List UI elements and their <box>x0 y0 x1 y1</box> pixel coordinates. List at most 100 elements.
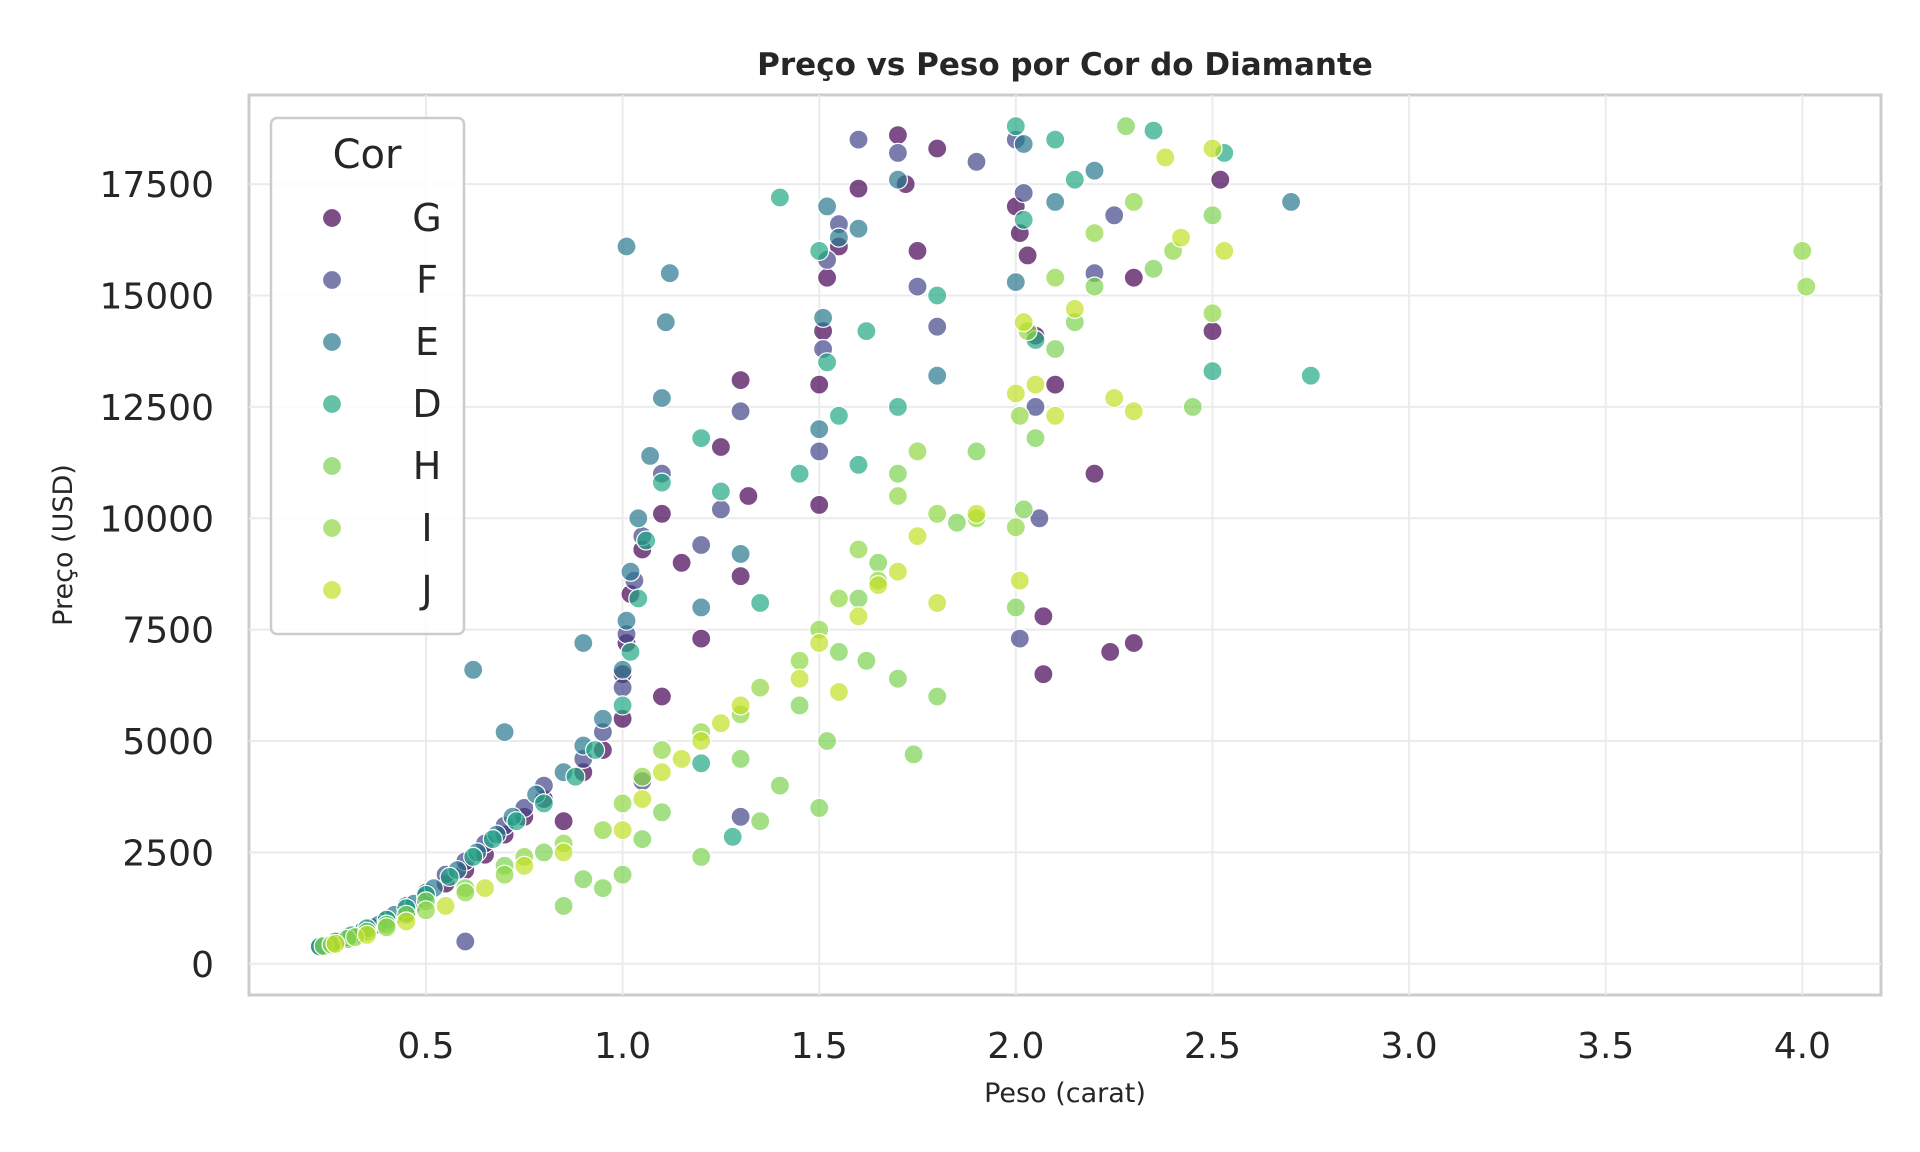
x-tick-label: 3.0 <box>1380 1026 1437 1067</box>
data-point <box>612 864 633 885</box>
data-point <box>592 819 614 841</box>
data-point <box>856 650 877 671</box>
data-point <box>1084 463 1105 484</box>
data-point <box>1155 147 1176 168</box>
data-point <box>612 695 633 716</box>
data-point <box>1202 321 1223 342</box>
data-point <box>533 842 555 863</box>
data-point <box>632 788 653 810</box>
data-point <box>651 802 673 823</box>
data-point <box>907 240 928 261</box>
data-point <box>435 895 456 917</box>
data-point <box>1100 641 1121 663</box>
data-point <box>396 911 417 932</box>
data-point <box>828 588 850 609</box>
legend-item-j: J <box>321 568 433 612</box>
data-point <box>612 793 633 814</box>
data-point <box>769 187 791 208</box>
data-point <box>1104 205 1125 226</box>
data-point <box>1143 120 1164 141</box>
data-point <box>848 454 869 475</box>
data-point <box>927 592 948 614</box>
data-point <box>553 895 574 917</box>
legend-label: D <box>412 382 441 426</box>
data-point <box>636 530 657 551</box>
data-point <box>738 485 759 507</box>
data-point <box>816 730 838 752</box>
data-point <box>1013 182 1034 204</box>
data-point <box>809 494 830 515</box>
data-point <box>506 811 527 832</box>
x-tick-label: 3.5 <box>1577 1026 1634 1067</box>
data-point <box>730 566 751 587</box>
data-point <box>1115 116 1137 137</box>
data-point <box>691 730 712 752</box>
data-point <box>789 695 810 716</box>
data-point <box>1045 129 1066 150</box>
data-point <box>1025 396 1046 417</box>
y-tick-label: 7500 <box>122 611 214 652</box>
data-point <box>710 499 732 520</box>
data-point <box>1009 570 1030 591</box>
data-point <box>828 227 850 248</box>
data-point <box>573 632 594 654</box>
data-point <box>1202 138 1223 159</box>
data-point <box>887 668 909 689</box>
data-point <box>730 806 751 827</box>
data-point <box>730 370 751 391</box>
data-point <box>828 405 850 426</box>
data-point <box>356 924 378 946</box>
data-point <box>1123 632 1144 654</box>
x-axis-label: Peso (carat) <box>984 1078 1146 1109</box>
data-point <box>691 428 712 449</box>
data-point <box>1033 664 1054 685</box>
legend-label: H <box>413 444 442 488</box>
data-point <box>632 828 653 850</box>
data-point <box>1280 191 1302 212</box>
data-point <box>1009 628 1030 649</box>
data-point <box>722 826 743 847</box>
data-point <box>474 877 496 899</box>
data-point <box>628 508 649 529</box>
series-j <box>325 138 1235 954</box>
data-point <box>710 436 732 458</box>
data-point <box>1045 374 1066 395</box>
data-point <box>927 503 948 524</box>
data-point <box>463 659 484 680</box>
data-point <box>616 236 637 257</box>
x-axis-ticks: 0.5 1.0 1.5 2.0 2.5 3.0 3.5 4.0 <box>397 1026 1831 1067</box>
legend-item-e: E <box>321 320 439 364</box>
data-point <box>1104 387 1125 409</box>
data-point <box>1084 276 1105 297</box>
data-point <box>809 441 830 462</box>
data-point <box>730 748 751 770</box>
data-point <box>612 819 633 841</box>
data-point <box>415 900 437 921</box>
data-point <box>612 677 633 698</box>
data-point <box>455 931 476 952</box>
data-point <box>750 677 771 698</box>
data-point <box>671 748 692 770</box>
plot-area <box>247 93 1883 997</box>
data-point <box>691 534 712 556</box>
data-point <box>710 481 732 502</box>
data-point <box>789 463 810 484</box>
data-point <box>659 263 680 284</box>
data-point <box>1084 160 1105 181</box>
data-point <box>730 401 751 422</box>
chart-title: Preço vs Peso por Cor do Diamante <box>757 47 1373 83</box>
data-point <box>1025 428 1046 449</box>
legend-label: G <box>412 196 441 240</box>
data-point <box>1123 267 1144 288</box>
data-point <box>494 721 515 743</box>
legend-label: J <box>419 568 432 612</box>
data-point <box>376 917 397 938</box>
legend-marker <box>321 517 343 539</box>
data-point <box>1013 312 1034 333</box>
data-point <box>632 766 653 787</box>
data-point <box>848 606 869 627</box>
data-point <box>565 766 586 787</box>
data-point <box>1182 396 1203 417</box>
data-point <box>455 882 476 903</box>
